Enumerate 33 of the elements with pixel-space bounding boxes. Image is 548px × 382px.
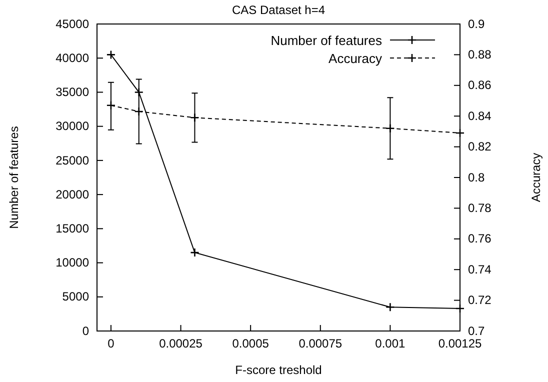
y2-tick-label: 0.88 [468, 48, 492, 62]
y-tick-label: 30000 [56, 119, 90, 134]
chart-title: CAS Dataset h=4 [232, 3, 326, 17]
y2-tick-label: 0.7 [468, 324, 486, 338]
x-tick-label: 0 [108, 336, 115, 351]
y2-tick-label: 0.74 [468, 262, 492, 276]
y-tick-label: 20000 [56, 187, 90, 202]
y-axis-title: Number of features [7, 126, 21, 229]
y-tick-label: 40000 [56, 50, 90, 65]
x-axis-title: F-score treshold [235, 363, 322, 377]
y-tick-label: 25000 [56, 153, 90, 168]
y2-tick-label: 0.8 [468, 170, 486, 184]
y2-tick-label: 0.72 [468, 293, 492, 308]
y2-tick-label: 0.84 [468, 108, 492, 123]
x-tick-label: 0.0005 [232, 336, 270, 351]
y2-tick-label: 0.86 [468, 78, 492, 92]
y-tick-label: 35000 [56, 85, 90, 100]
x-tick-label: 0.00075 [298, 336, 342, 351]
legend-label: Number of features [270, 33, 382, 48]
y-tick-label: 45000 [56, 16, 90, 31]
y2-tick-label: 0.76 [468, 232, 492, 246]
x-tick-label: 0.00125 [438, 336, 482, 351]
y2-tick-label: 0.82 [468, 140, 492, 154]
legend-label: Accuracy [328, 51, 382, 66]
x-tick-label: 0.00025 [159, 336, 203, 351]
y2-tick-label: 0.9 [468, 16, 486, 31]
y-tick-label: 5000 [62, 290, 90, 304]
y2-axis-title: Accuracy [529, 152, 543, 202]
y-tick-label: 15000 [56, 222, 90, 236]
y-tick-label: 10000 [56, 256, 90, 270]
y-tick-label: 0 [82, 324, 90, 338]
x-tick-label: 0.001 [375, 336, 406, 351]
y2-tick-label: 0.78 [468, 201, 492, 216]
